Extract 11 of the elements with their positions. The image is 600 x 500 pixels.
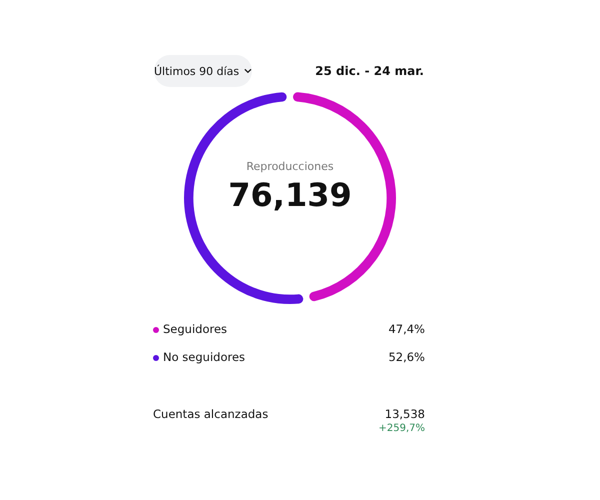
text: 76,139 — [227, 176, 353, 214]
data-label: 47,4% — [388, 322, 425, 336]
legend-label: Seguidores — [162, 322, 228, 336]
text: Cuentas alcanzadas — [153, 407, 268, 421]
text: Reproducciones — [245, 160, 335, 173]
text: 25 dic. - 24 mar. — [315, 64, 424, 78]
text: Últimos 90 días — [154, 64, 240, 78]
text: +259,7% — [378, 423, 425, 434]
text: 13,538 — [384, 407, 425, 421]
data-label: 52,6% — [388, 350, 425, 364]
legend-label: No seguidores — [162, 350, 246, 364]
